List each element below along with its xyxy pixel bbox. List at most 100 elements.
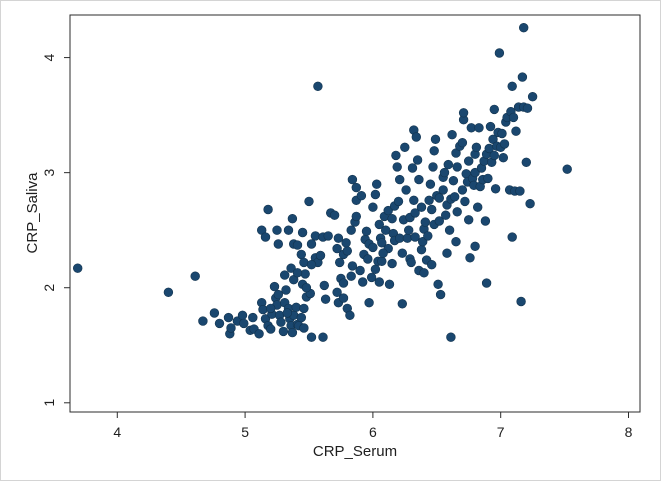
data-point: [443, 159, 453, 170]
x-tick-label: 4: [113, 424, 121, 440]
data-point: [346, 225, 356, 235]
data-point: [452, 207, 462, 217]
data-point: [448, 176, 459, 186]
data-point: [427, 260, 437, 270]
data-point: [269, 281, 280, 292]
data-point: [435, 289, 446, 300]
data-points: [72, 23, 572, 342]
data-point: [335, 257, 345, 268]
x-axis-title: CRP_Serum: [313, 443, 397, 460]
data-point: [355, 265, 365, 276]
data-point: [481, 278, 492, 288]
data-point: [404, 225, 414, 235]
data-point: [383, 205, 393, 216]
data-point: [410, 208, 420, 218]
data-point: [434, 216, 444, 226]
data-point: [223, 312, 234, 323]
data-point: [301, 283, 312, 293]
data-point: [292, 268, 303, 278]
data-point: [511, 126, 521, 136]
data-point: [562, 164, 572, 174]
data-point: [319, 280, 329, 291]
data-point: [470, 241, 480, 252]
y-axis: 1 2 3 4: [41, 53, 70, 407]
data-point: [273, 289, 283, 300]
data-point: [248, 312, 258, 323]
data-point: [239, 318, 249, 329]
data-point: [397, 248, 407, 258]
data-point: [318, 332, 328, 342]
data-point: [374, 277, 384, 287]
data-point: [315, 250, 326, 261]
data-point: [361, 226, 372, 237]
data-point: [494, 48, 505, 58]
data-point: [441, 210, 451, 220]
data-point: [296, 312, 306, 323]
data-point: [306, 239, 317, 249]
data-point: [438, 185, 448, 195]
data-point: [392, 162, 402, 172]
data-point: [444, 225, 455, 235]
data-point: [471, 142, 482, 153]
data-point: [498, 153, 508, 163]
data-point: [429, 146, 439, 156]
data-point: [358, 277, 368, 287]
data-point: [442, 248, 452, 258]
data-point: [278, 326, 289, 337]
data-point: [313, 81, 323, 92]
data-point: [297, 227, 308, 238]
data-point: [384, 279, 395, 289]
data-point: [258, 304, 268, 315]
data-point: [446, 332, 456, 342]
data-point: [351, 182, 361, 193]
data-point: [439, 167, 450, 178]
data-point: [423, 231, 433, 241]
data-point: [214, 318, 225, 329]
data-point: [368, 242, 378, 253]
data-point: [410, 232, 420, 242]
data-point: [190, 271, 200, 281]
data-point: [517, 72, 528, 82]
data-point: [387, 214, 397, 224]
x-tick-label: 8: [625, 424, 633, 440]
data-point: [451, 237, 461, 247]
data-point: [499, 139, 510, 149]
data-point: [254, 329, 264, 339]
data-point: [483, 173, 493, 184]
data-point: [347, 261, 358, 271]
data-point: [368, 202, 378, 212]
data-point: [351, 211, 361, 222]
data-point: [416, 245, 427, 255]
data-point: [304, 196, 314, 207]
data-point: [338, 293, 349, 303]
data-point: [72, 263, 83, 273]
data-point: [273, 239, 283, 249]
data-point: [226, 323, 236, 333]
data-point: [489, 104, 499, 115]
data-point: [391, 150, 401, 161]
data-point: [522, 103, 533, 113]
data-point: [507, 232, 517, 242]
data-point: [287, 327, 298, 338]
data-point: [464, 156, 474, 166]
data-point: [272, 225, 282, 235]
data-point: [424, 195, 434, 206]
data-point: [280, 270, 290, 280]
data-point: [521, 157, 531, 168]
data-point: [458, 108, 469, 118]
data-point: [419, 268, 429, 278]
data-point: [457, 185, 468, 195]
data-point: [485, 121, 496, 132]
data-point: [286, 263, 296, 273]
data-point: [332, 287, 342, 297]
data-point: [299, 323, 309, 333]
data-point: [198, 316, 208, 326]
data-point: [433, 279, 443, 289]
data-point: [402, 233, 413, 243]
data-point: [497, 128, 507, 139]
data-point: [425, 179, 436, 189]
data-point: [276, 317, 286, 327]
x-tick-label: 6: [369, 424, 377, 440]
data-point: [465, 253, 475, 263]
